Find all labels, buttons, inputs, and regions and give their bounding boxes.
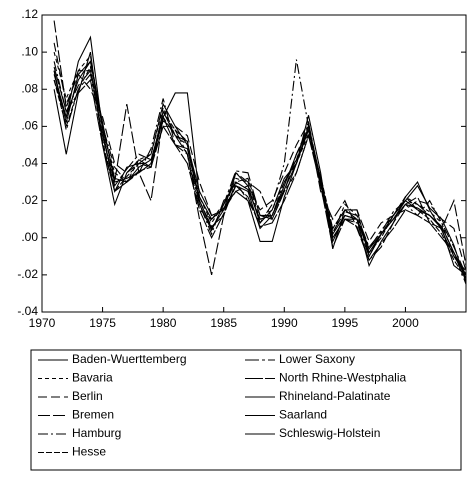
x-tick-label: 1980 (150, 316, 177, 330)
legend-label: Lower Saxony (279, 352, 355, 366)
legend-label: North Rhine-Westphalia (279, 371, 406, 385)
legend-label: Bavaria (72, 371, 113, 385)
y-tick-label: -.04 (17, 304, 38, 318)
legend-label: Bremen (72, 408, 114, 422)
legend-label: Hesse (72, 445, 106, 459)
series-line (53, 51, 467, 272)
legend-label: Berlin (72, 389, 103, 403)
series-line (53, 20, 467, 275)
y-tick-label: .00 (21, 230, 38, 244)
series-line (53, 35, 467, 283)
y-tick-label: .04 (21, 156, 38, 170)
series-line (53, 51, 467, 276)
legend-box (30, 349, 462, 471)
legend-label: Baden-Wuerttemberg (72, 352, 187, 366)
x-tick-label: 1990 (271, 316, 298, 330)
series-line (53, 60, 467, 276)
y-tick-label: .12 (21, 7, 38, 21)
y-tick-label: .10 (21, 44, 38, 58)
x-tick-label: 1970 (29, 316, 56, 330)
legend-label: Hamburg (72, 426, 121, 440)
x-tick-label: 1995 (332, 316, 359, 330)
y-tick-label: .02 (21, 193, 38, 207)
plot-frame (41, 14, 467, 313)
y-tick-label: .06 (21, 119, 38, 133)
series-line (53, 42, 467, 272)
series-line (53, 59, 467, 276)
series-line (53, 66, 467, 279)
x-tick-label: 2000 (392, 316, 419, 330)
legend-label: Rhineland-Palatinate (279, 389, 391, 403)
x-tick-label: 1975 (89, 316, 116, 330)
legend-label: Saarland (279, 408, 327, 422)
x-tick-label: 1985 (210, 316, 237, 330)
legend-label: Schleswig-Holstein (279, 426, 380, 440)
y-tick-label: -.02 (17, 267, 38, 281)
series-line (53, 70, 467, 285)
y-tick-label: .08 (21, 81, 38, 95)
